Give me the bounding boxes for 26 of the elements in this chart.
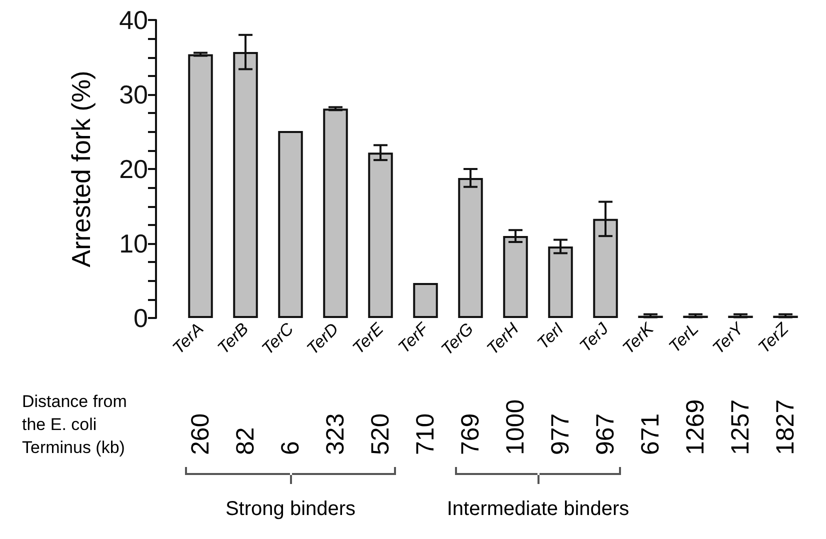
text: 977 (546, 413, 575, 455)
text: 260 (186, 413, 215, 455)
text: Intermediate binders (446, 498, 630, 521)
text: Strong binders (225, 498, 356, 521)
y-tick-label: 0 (134, 303, 148, 333)
text: 710 (411, 413, 440, 455)
text: 769 (456, 413, 485, 455)
text: 6 (276, 441, 305, 455)
text: 967 (591, 413, 620, 455)
y-tick-label: 40 (119, 5, 148, 35)
text: 323 (321, 413, 350, 455)
text: 1257 (726, 399, 755, 455)
text: 1269 (681, 399, 710, 455)
y-tick-label: 10 (119, 228, 148, 258)
x-tick-label: TerL (665, 319, 702, 356)
text: 82 (231, 427, 260, 455)
x-tick-label: TerA (168, 319, 208, 358)
x-tick-label: TerI (534, 319, 568, 353)
y-tick-label: 20 (119, 154, 148, 184)
text: 520 (366, 413, 395, 455)
text: Distance from the E. coli Terminus (kb) (22, 391, 128, 459)
y-tick-label: 30 (119, 80, 148, 110)
text: 1827 (771, 399, 800, 455)
y-axis-title: Arrested fork (%) (66, 70, 96, 268)
text: 1000 (501, 399, 530, 455)
text: 671 (636, 413, 665, 455)
